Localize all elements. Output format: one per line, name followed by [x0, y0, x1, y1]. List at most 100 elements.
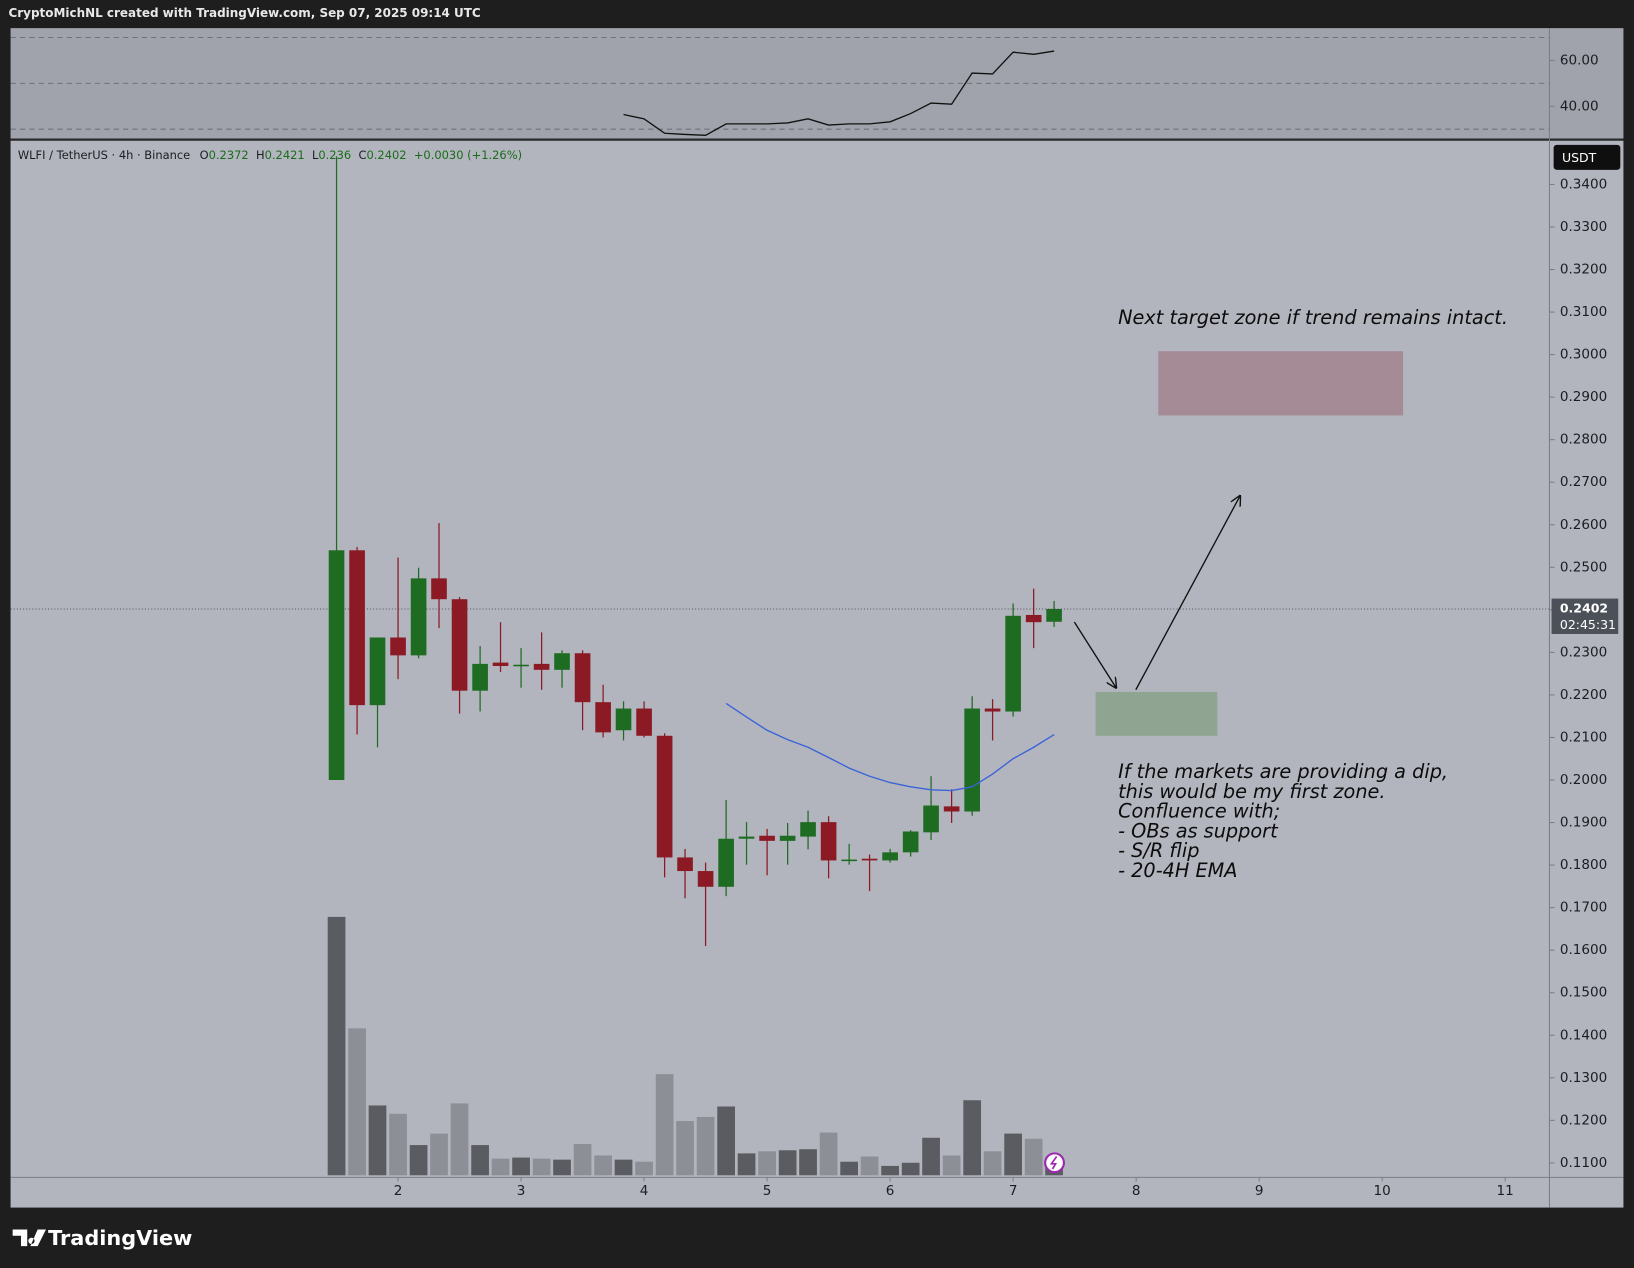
volume-bar	[655, 1074, 674, 1176]
candle-body	[759, 835, 775, 841]
candle-body	[410, 578, 427, 656]
volume-bar	[717, 1106, 735, 1176]
candle-body	[656, 735, 673, 858]
x-tick-label: 8	[1132, 1183, 1141, 1199]
legend-value: 0.2372	[209, 148, 249, 162]
x-tick-label: 11	[1497, 1183, 1514, 1199]
x-tick-label: 6	[886, 1183, 895, 1199]
attribution: CryptoMichNL created with TradingView.co…	[8, 6, 480, 20]
y-tick-label: 0.3100	[1560, 304, 1607, 320]
y-tick-label: 0.1800	[1560, 857, 1607, 873]
currency-badge	[1553, 144, 1621, 170]
candle-body	[636, 708, 652, 736]
brand: TradingView	[48, 1226, 192, 1250]
volume-bar	[635, 1161, 653, 1176]
candle-body	[513, 664, 529, 667]
candle-body	[1046, 608, 1062, 622]
candle-body	[984, 708, 1001, 712]
y-tick-label: 0.2900	[1560, 389, 1607, 405]
rsi-axis	[1549, 28, 1624, 139]
candle-body	[615, 708, 632, 731]
y-tick-label: 0.2700	[1560, 474, 1607, 490]
candle-body	[595, 702, 611, 733]
x-tick-label: 9	[1255, 1183, 1264, 1199]
candle-body	[902, 831, 919, 853]
price-badge-value: 0.2402	[1560, 600, 1608, 615]
y-tick-label: 0.2500	[1560, 559, 1607, 575]
y-tick-label: 0.2800	[1560, 432, 1607, 448]
y-tick-label: 0.3300	[1560, 219, 1607, 235]
candle-body	[1005, 615, 1021, 712]
candle-body	[390, 637, 406, 656]
volume-bar	[471, 1145, 489, 1176]
volume-bar	[348, 1028, 366, 1176]
y-tick-label: 0.2000	[1560, 772, 1607, 788]
candle-body	[554, 653, 570, 670]
x-tick-label: 10	[1374, 1183, 1391, 1199]
y-tick-label: 0.2300	[1560, 644, 1607, 660]
legend-key: L	[312, 148, 319, 162]
price-pane	[10, 140, 1624, 1208]
arrow	[1073, 621, 1116, 688]
volume-bar	[881, 1165, 899, 1176]
legend-change: +0.0030 (+1.26%)	[414, 148, 522, 162]
volume-bar	[778, 1150, 797, 1176]
candle-body	[431, 578, 447, 600]
arrow	[1135, 496, 1240, 691]
volume-bar	[409, 1145, 428, 1176]
candle-body	[677, 857, 693, 872]
x-tick-label: 4	[640, 1183, 649, 1199]
legend-value: 0.2421	[265, 148, 305, 162]
candle-body	[923, 805, 939, 833]
volume-bar	[389, 1113, 407, 1176]
annotation-line: - OBs as support	[1118, 819, 1279, 842]
y-tick-label: 0.1900	[1560, 815, 1607, 831]
ema-line	[725, 702, 1055, 792]
legend-value: 0.236	[318, 148, 351, 162]
y-tick-label: 0.1100	[1560, 1155, 1607, 1171]
volume-bar	[737, 1153, 756, 1176]
volume-bar	[614, 1159, 633, 1176]
candle-body	[943, 806, 960, 812]
volume-bar	[676, 1121, 694, 1176]
volume-bar	[799, 1149, 817, 1176]
candle-body	[820, 822, 837, 861]
y-tick-label: 0.1400	[1560, 1027, 1607, 1043]
candle-body	[882, 852, 898, 861]
candle-body	[697, 871, 714, 887]
annotation-line: If the markets are providing a dip,	[1118, 760, 1448, 783]
volume-bar	[963, 1100, 982, 1176]
candle-body	[574, 653, 591, 703]
candle-body	[349, 550, 365, 706]
y-tick-label: 0.3000	[1560, 347, 1607, 363]
logo: TradingView	[12, 1226, 192, 1250]
candle-body	[779, 835, 796, 841]
x-tick-label: 3	[517, 1183, 526, 1199]
volume-bar	[450, 1103, 469, 1176]
volume-bar	[1004, 1133, 1022, 1176]
y-tick-label: 0.1300	[1560, 1070, 1607, 1086]
x-tick-label: 5	[763, 1183, 772, 1199]
price-badge-countdown: 02:45:31	[1560, 617, 1616, 632]
volume-bar	[327, 916, 346, 1176]
volume-bar	[1024, 1138, 1043, 1176]
candle-body	[738, 836, 755, 839]
volume-bar	[942, 1155, 961, 1176]
y-tick-label: 0.1200	[1560, 1112, 1607, 1128]
x-tick-label: 7	[1009, 1183, 1018, 1199]
rsi-tick-label: 60.00	[1560, 52, 1599, 68]
y-tick-label: 0.3400	[1560, 176, 1607, 192]
candle-body	[472, 663, 488, 691]
event-icon[interactable]	[1044, 1152, 1065, 1174]
zone	[1095, 691, 1218, 736]
rsi-line	[623, 50, 1055, 137]
candle-body	[964, 708, 980, 812]
annotation: Next target zone if trend remains intact…	[1118, 305, 1508, 328]
volume-bar	[860, 1156, 879, 1176]
volume-bar	[368, 1105, 387, 1176]
candle-body	[451, 599, 468, 691]
legend-symbol: WLFI / TetherUS · 4h · Binance	[18, 148, 190, 162]
volume-bar	[922, 1137, 940, 1176]
legend: WLFI / TetherUS · 4h · Binance O0.2372 H0.…	[18, 148, 522, 162]
